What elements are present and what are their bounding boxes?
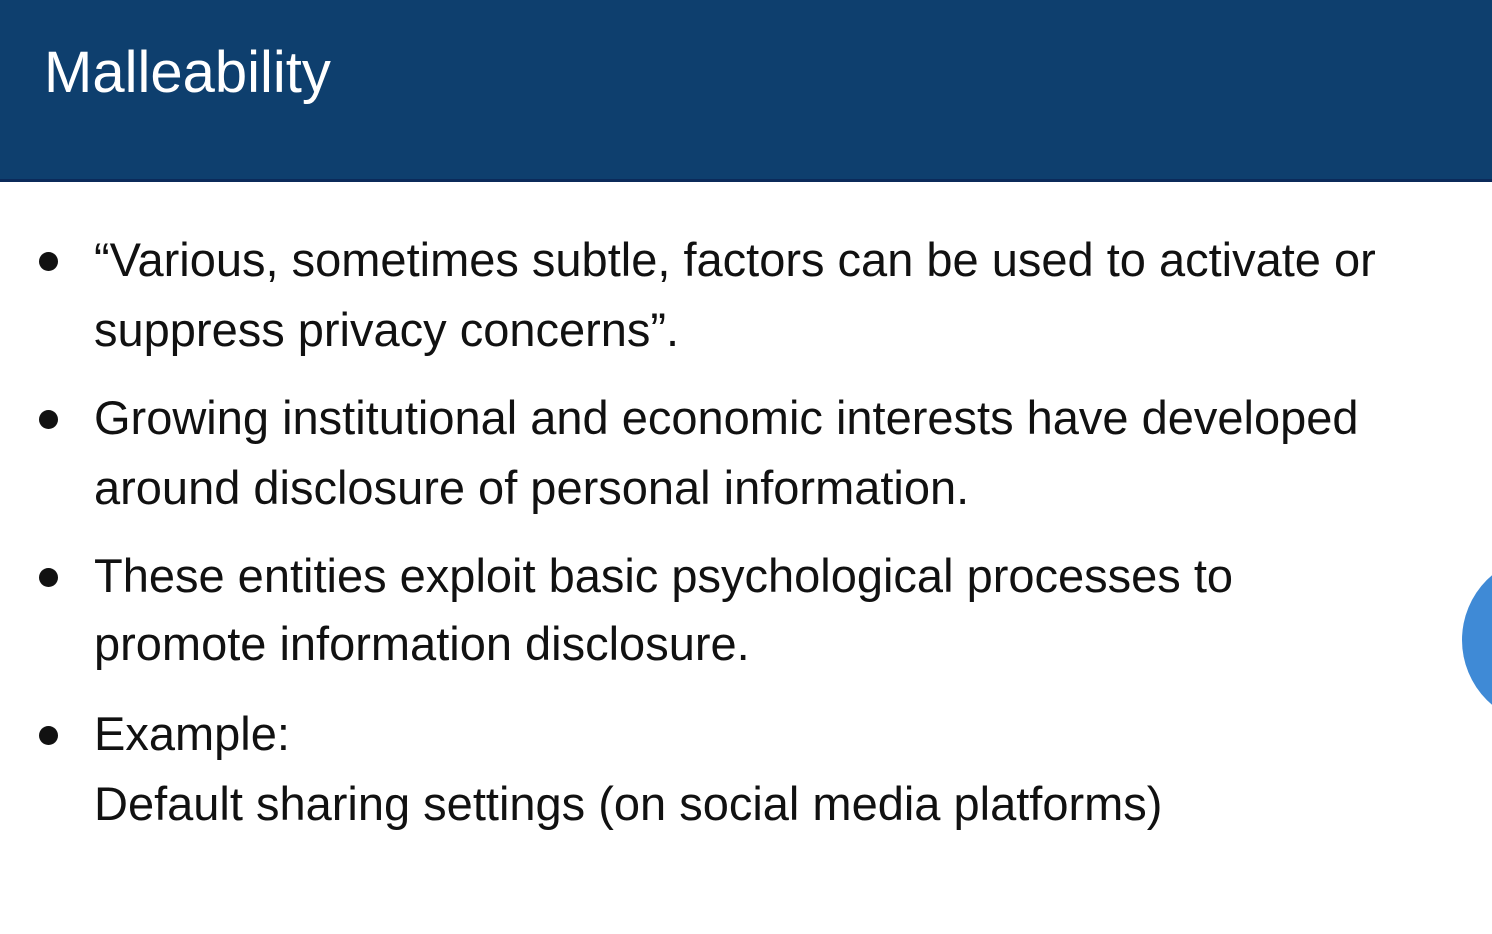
title-bar: Malleability [0, 0, 1492, 182]
bullet-point-icon [39, 410, 58, 429]
bullet-text-line: These entities exploit basic psychologic… [94, 549, 1234, 602]
bullet-text-line: suppress privacy concerns”. [94, 303, 680, 356]
bullet-point-icon [39, 726, 58, 745]
slide-title: Malleability [44, 40, 331, 105]
bullet-text-line: promote information disclosure. [94, 617, 750, 670]
bullet-text-line: Default sharing settings (on social medi… [94, 777, 1163, 830]
bullet-point-icon [39, 252, 58, 271]
bullet-point-icon [39, 568, 58, 587]
bullet-text-line: around disclosure of personal informatio… [94, 461, 970, 514]
bullet-text-line: Growing institutional and economic inter… [94, 391, 1359, 444]
bullet-text-line: “Various, sometimes subtle, factors can … [94, 233, 1376, 286]
bullet-text-line: Example: [94, 707, 290, 760]
